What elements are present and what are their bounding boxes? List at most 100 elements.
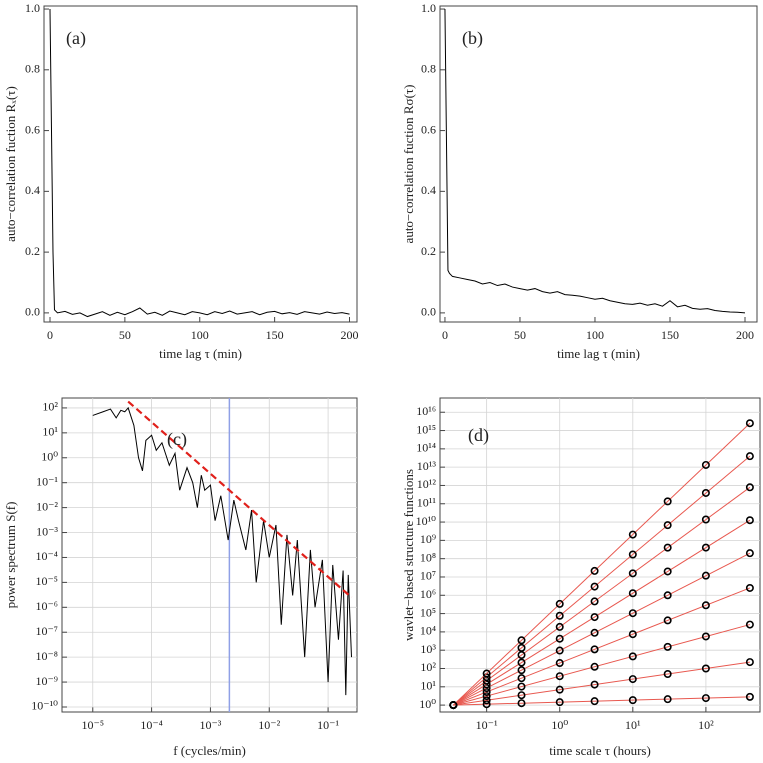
- y-tick-label: 0.0: [25, 305, 40, 319]
- data-point: [482, 700, 491, 709]
- data-point: [517, 636, 526, 645]
- data-point: [628, 569, 637, 578]
- data-point: [590, 662, 599, 671]
- x-axis-label: time scale τ (hours): [549, 743, 651, 758]
- y-tick-label: 0.4: [25, 183, 40, 197]
- y-tick-label: 0.6: [421, 122, 436, 136]
- data-point: [745, 419, 754, 428]
- plot-frame: [439, 397, 761, 713]
- fit-line: [453, 455, 751, 706]
- data-point: [555, 599, 564, 608]
- panel-label: (c): [167, 429, 187, 450]
- data-point: [663, 543, 672, 552]
- data-point: [745, 620, 754, 629]
- x-tick-label: 10⁻⁵: [81, 718, 104, 732]
- data-point: [628, 630, 637, 639]
- data-point: [663, 616, 672, 625]
- y-tick-label: 0.8: [421, 62, 436, 76]
- y-tick-label: 10⁶: [420, 587, 436, 601]
- y-tick-label: 10⁻²: [36, 499, 58, 513]
- plot-frame: [43, 5, 358, 323]
- panel: 10⁻¹ 10⁰ 10¹ 10² 10⁰ 10¹ 10² 10³ 10⁴ 10⁵ 10⁶ 10⁷ 10⁸…: [401, 397, 761, 758]
- data-point: [517, 699, 526, 708]
- x-tick-label: 50: [119, 328, 131, 342]
- x-tick-label: 10⁰: [551, 718, 568, 732]
- plot-frame: [439, 5, 758, 323]
- y-tick-label: 10⁴: [420, 624, 436, 638]
- data-point: [628, 530, 637, 539]
- data-point: [482, 687, 491, 696]
- data-point: [663, 521, 672, 530]
- data-point: [590, 628, 599, 637]
- y-tick-label: 10¹²: [417, 477, 437, 491]
- y-tick-label: 10⁻¹: [36, 474, 58, 488]
- data-point: [517, 666, 526, 675]
- y-tick-label: 10⁻⁸: [35, 649, 58, 663]
- data-point: [663, 591, 672, 600]
- x-axis-label: time lag τ (min): [159, 346, 242, 361]
- data-point: [701, 543, 710, 552]
- x-tick-label: 10⁻²: [258, 718, 280, 732]
- data-point: [745, 483, 754, 492]
- x-axis-label: time lag τ (min): [557, 346, 640, 361]
- data-point: [628, 696, 637, 705]
- y-tick-label: 10⁷: [420, 569, 436, 583]
- y-axis-label: auto−correlation fuction Rₓ(τ): [3, 86, 18, 242]
- data-point: [517, 674, 526, 683]
- y-tick-label: 10¹⁰: [416, 514, 437, 528]
- y-tick-label: 10⁰: [419, 697, 436, 711]
- y-tick-label: 10¹: [420, 679, 436, 693]
- x-tick-label: 200: [736, 328, 754, 342]
- data-line: [444, 9, 746, 314]
- data-point: [701, 571, 710, 580]
- y-tick-label: 10⁸: [420, 550, 436, 564]
- data-point: [555, 646, 564, 655]
- panel-label: (a): [66, 28, 86, 49]
- data-point: [482, 696, 491, 705]
- y-tick-label: 10⁰: [41, 450, 58, 464]
- data-point: [745, 583, 754, 592]
- data-point: [590, 597, 599, 606]
- x-tick-label: 200: [341, 328, 359, 342]
- x-tick-label: 150: [661, 328, 679, 342]
- data-point: [517, 682, 526, 691]
- data-point: [701, 488, 710, 497]
- fit-line: [453, 552, 751, 706]
- panel-label: (d): [468, 425, 489, 446]
- y-tick-label: 10¹⁴: [416, 441, 436, 455]
- data-line: [49, 9, 350, 318]
- data-point: [701, 515, 710, 524]
- x-tick-label: 10⁻¹: [476, 718, 498, 732]
- data-point: [628, 589, 637, 598]
- fit-line: [127, 400, 353, 599]
- data-point: [745, 516, 754, 525]
- y-tick-label: 10¹³: [417, 459, 437, 473]
- x-tick-label: 0: [442, 328, 448, 342]
- fit-line: [452, 422, 751, 706]
- x-tick-label: 10¹: [625, 718, 641, 732]
- y-axis-label: power spectrum S(f): [3, 502, 18, 609]
- data-point: [555, 622, 564, 631]
- data-point: [555, 659, 564, 668]
- data-point: [555, 698, 564, 707]
- y-tick-label: 10⁻¹⁰: [31, 699, 58, 713]
- data-point: [517, 658, 526, 667]
- plot-area: [49, 9, 350, 318]
- y-tick-label: 10²: [420, 660, 436, 674]
- data-point: [663, 670, 672, 679]
- data-point: [663, 567, 672, 576]
- fit-line: [453, 624, 751, 706]
- y-axis-label: wavlet−based structure functions: [401, 469, 416, 641]
- y-tick-label: 0.8: [25, 62, 40, 76]
- panel: 10⁻⁵ 10⁻⁴ 10⁻³ 10⁻² 10⁻¹ 10⁻¹⁰ 10⁻⁹ 10⁻⁸ 10⁻⁷ 10⁻…: [3, 397, 358, 758]
- y-tick-label: 10²: [42, 400, 58, 414]
- y-tick-label: 10⁻⁹: [35, 674, 58, 688]
- x-tick-label: 10⁻¹: [317, 718, 339, 732]
- y-tick-label: 10⁻⁶: [35, 599, 58, 613]
- data-point: [628, 652, 637, 661]
- fit-line: [453, 661, 750, 706]
- data-point: [701, 460, 710, 469]
- y-axis-label: auto−correlation fuction Rσ(τ): [401, 85, 416, 244]
- panel-label: (b): [462, 28, 483, 49]
